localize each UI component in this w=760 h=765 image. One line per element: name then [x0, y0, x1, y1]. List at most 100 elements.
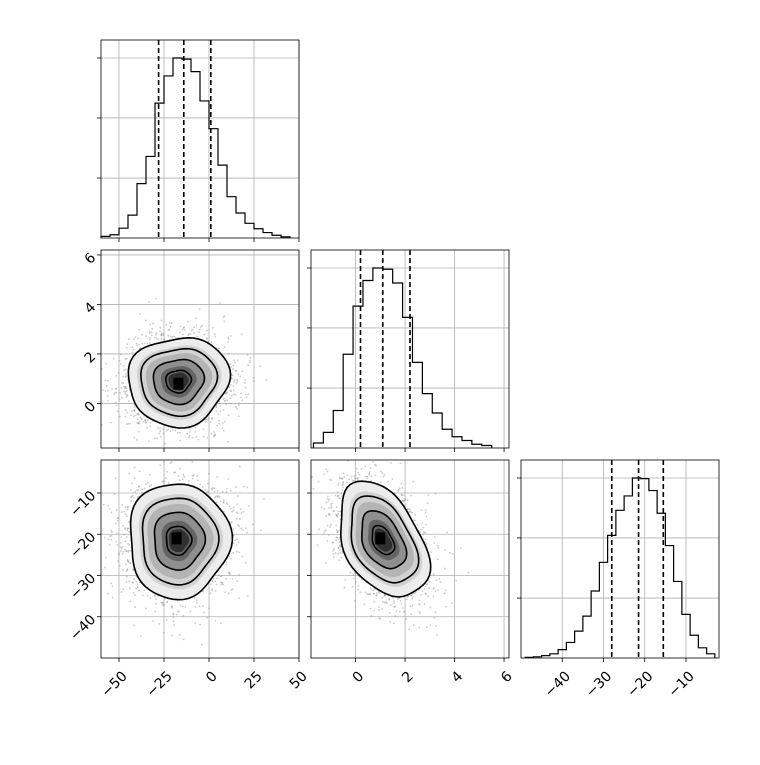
scatter-point — [126, 394, 129, 397]
scatter-point — [147, 419, 149, 421]
scatter-point — [445, 605, 447, 608]
scatter-point — [235, 517, 238, 520]
scatter-point — [167, 428, 170, 431]
scatter-point — [132, 569, 135, 572]
panel-frame — [310, 249, 510, 449]
scatter-point — [381, 472, 384, 474]
scatter-point — [133, 406, 136, 408]
scatter-point — [143, 342, 146, 345]
scatter-point — [212, 487, 214, 489]
scatter-point — [137, 488, 140, 491]
scatter-point — [155, 602, 158, 605]
scatter-point — [125, 550, 128, 552]
scatter-point — [205, 337, 208, 340]
contour-line-0 — [127, 336, 232, 429]
scatter-point — [425, 583, 428, 586]
scatter-point — [336, 515, 339, 518]
scatter-point — [138, 420, 141, 423]
scatter-point — [148, 301, 151, 303]
scatter-point — [114, 522, 117, 525]
scatter-point — [122, 375, 125, 378]
scatter-point — [159, 427, 161, 430]
scatter-point — [335, 506, 338, 509]
scatter-point — [368, 592, 371, 595]
scatter-point — [148, 440, 150, 443]
scatter-point — [202, 435, 205, 438]
scatter-point — [178, 610, 180, 613]
scatter-point — [360, 467, 363, 470]
scatter-point — [372, 589, 375, 592]
scatter-point — [328, 507, 330, 509]
panel-2-0 — [100, 459, 300, 659]
y-tick-label-param-1: 0 — [82, 398, 100, 416]
scatter-point — [209, 421, 212, 423]
scatter-point — [335, 539, 338, 541]
scatter-point — [229, 363, 232, 366]
scatter-point — [127, 549, 130, 552]
scatter-point — [207, 340, 210, 343]
scatter-point — [337, 529, 340, 532]
scatter-point — [173, 471, 175, 474]
scatter-point — [127, 561, 130, 564]
scatter-point — [392, 622, 395, 625]
scatter-point — [227, 441, 229, 443]
scatter-point — [423, 587, 426, 590]
scatter-point — [342, 481, 345, 484]
scatter-point — [323, 473, 325, 476]
scatter-point — [107, 400, 109, 403]
scatter-point — [238, 525, 241, 528]
scatter-point — [219, 410, 222, 413]
scatter-point — [419, 612, 422, 615]
scatter-point — [380, 470, 382, 473]
scatter-point — [229, 397, 232, 400]
scatter-point — [448, 551, 451, 554]
scatter-point — [127, 560, 130, 563]
scatter-point — [194, 317, 197, 320]
scatter-point — [160, 333, 163, 336]
scatter-point — [138, 328, 140, 331]
scatter-point — [178, 633, 181, 636]
scatter-point — [356, 467, 358, 470]
scatter-point — [229, 389, 232, 392]
scatter-point — [375, 592, 378, 595]
scatter-point — [159, 464, 162, 467]
scatter-point — [339, 544, 342, 546]
scatter-point — [158, 622, 161, 625]
scatter-point — [217, 347, 220, 350]
scatter-point — [193, 597, 196, 599]
scatter-point — [127, 542, 129, 545]
scatter-point — [76, 374, 78, 376]
scatter-point — [195, 324, 198, 327]
scatter-point — [437, 589, 439, 591]
scatter-point — [229, 489, 232, 492]
scatter-point — [202, 605, 204, 608]
scatter-point — [400, 493, 403, 496]
scatter-point — [214, 580, 217, 583]
scatter-point — [429, 624, 432, 627]
scatter-point — [126, 559, 129, 562]
scatter-point — [434, 492, 437, 495]
scatter-point — [225, 403, 227, 405]
scatter-point — [208, 607, 211, 610]
scatter-point — [149, 425, 152, 428]
scatter-point — [357, 588, 360, 591]
scatter-point — [451, 552, 454, 555]
scatter-point — [236, 495, 239, 497]
scatter-point — [122, 369, 125, 372]
scatter-point — [410, 594, 413, 597]
scatter-point — [398, 610, 401, 613]
scatter-point — [128, 472, 131, 475]
scatter-point — [245, 396, 248, 399]
scatter-point — [220, 582, 223, 584]
scatter-point — [356, 477, 358, 480]
scatter-point — [232, 506, 235, 509]
scatter-point — [240, 333, 243, 336]
scatter-point — [151, 327, 154, 330]
scatter-point — [124, 540, 127, 543]
scatter-point — [432, 573, 435, 576]
scatter-point — [125, 536, 128, 538]
scatter-point — [375, 594, 378, 597]
scatter-point — [239, 375, 242, 378]
scatter-point — [115, 508, 118, 511]
